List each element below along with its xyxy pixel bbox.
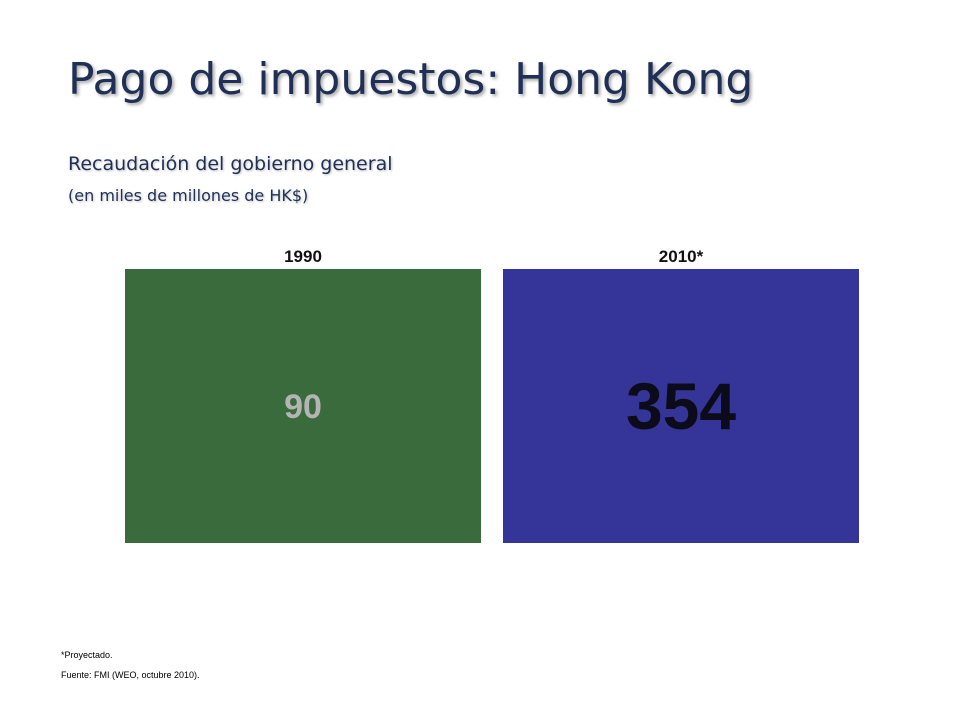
source-note: Fuente: FMI (WEO, octubre 2010). xyxy=(61,670,200,680)
data-label-0: 90 xyxy=(284,388,322,426)
category-label-0: 1990 xyxy=(284,247,322,266)
chart-subtitle: Recaudación del gobierno general xyxy=(68,153,393,175)
chart-unit-note: (en miles de millones de HK$) xyxy=(68,186,309,205)
page-title: Pago de impuestos: Hong Kong xyxy=(68,54,754,105)
bar-1 xyxy=(503,269,859,543)
category-label-1: 2010* xyxy=(659,247,704,266)
bar-0 xyxy=(125,269,481,543)
data-label-1: 354 xyxy=(626,369,736,443)
footnote: *Proyectado. xyxy=(61,650,113,660)
